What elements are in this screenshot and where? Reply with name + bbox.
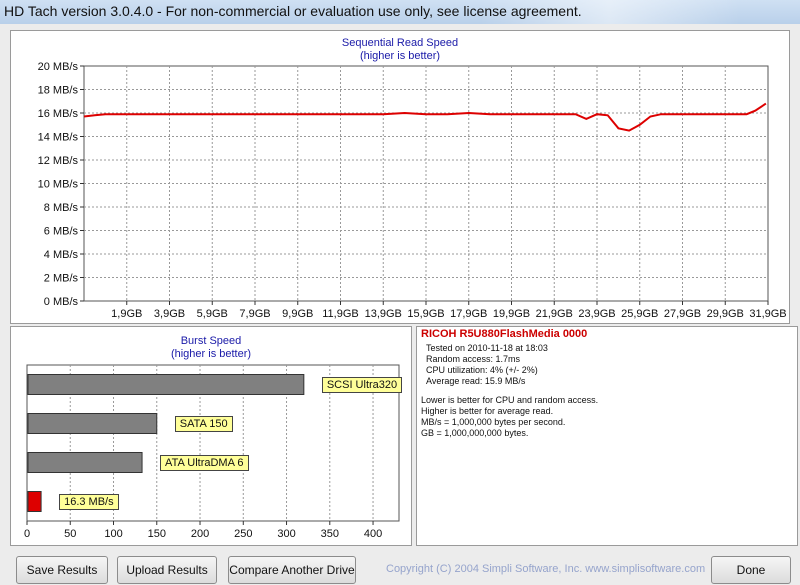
- x-tick-label: 3,9GB: [154, 308, 185, 320]
- note-mbs-def: MB/s = 1,000,000 bytes per second.: [421, 417, 566, 427]
- x-tick-label: 23,9GB: [578, 308, 615, 320]
- x-tick-label: 17,9GB: [450, 308, 487, 320]
- burst-bar-label: 16.3 MB/s: [59, 493, 119, 510]
- x-tick-label: 9,9GB: [282, 308, 313, 320]
- y-tick-label: 2 MB/s: [44, 273, 79, 285]
- burst-x-tick-label: 100: [104, 528, 122, 540]
- burst-speed-chart: 0 50 100 150 200 250 300 350 400: [24, 364, 400, 540]
- random-access: Random access: 1.7ms: [426, 354, 521, 364]
- burst-bar: [27, 374, 305, 395]
- x-tick-label: 13,9GB: [365, 308, 402, 320]
- y-tick-label: 20 MB/s: [38, 61, 79, 73]
- compare-drive-button[interactable]: Compare Another Drive: [228, 556, 356, 584]
- main-window: Sequential Read Speed (higher is better)…: [0, 24, 800, 585]
- y-tick-label: 4 MB/s: [44, 249, 79, 261]
- burst-x-tick-label: 300: [277, 528, 295, 540]
- burst-x-tick-label: 400: [364, 528, 382, 540]
- burst-x-tick-label: 200: [191, 528, 209, 540]
- done-button[interactable]: Done: [711, 556, 791, 584]
- y-tick-label: 8 MB/s: [44, 202, 79, 214]
- read-speed-line: [83, 102, 767, 132]
- copyright-text: Copyright (C) 2004 Simpli Software, Inc.…: [386, 563, 706, 575]
- title-bar-glare: [480, 0, 740, 24]
- x-tick-label: 15,9GB: [407, 308, 444, 320]
- burst-bar-label: SCSI Ultra320: [321, 376, 403, 393]
- y-tick-label: 14 MB/s: [38, 132, 79, 144]
- y-tick-label: 6 MB/s: [44, 226, 79, 238]
- burst-chart-title: Burst Speed: [180, 335, 242, 347]
- cpu-utilization: CPU utilization: 4% (+/- 2%): [426, 365, 538, 375]
- burst-bar: [27, 413, 158, 434]
- y-tick-label: 18 MB/s: [38, 85, 79, 97]
- burst-x-tick-label: 250: [234, 528, 252, 540]
- burst-bar: [27, 452, 143, 473]
- y-tick-label: 16 MB/s: [38, 108, 79, 120]
- drive-info-panel: RICOH R5U880FlashMedia 0000 Tested on 20…: [416, 326, 798, 546]
- x-tick-label: 1,9GB: [111, 308, 142, 320]
- x-tick-label: 27,9GB: [664, 308, 701, 320]
- x-tick-label: 29,9GB: [707, 308, 744, 320]
- x-tick-label: 5,9GB: [197, 308, 228, 320]
- burst-x-tick-label: 150: [148, 528, 166, 540]
- y-tick-label: 10 MB/s: [38, 179, 79, 191]
- save-results-button[interactable]: Save Results: [16, 556, 108, 584]
- burst-x-tick-label: 0: [24, 528, 30, 540]
- seq-chart-title: Sequential Read Speed: [341, 37, 459, 49]
- x-tick-label: 25,9GB: [621, 308, 658, 320]
- x-tick-label: 19,9GB: [493, 308, 530, 320]
- seq-chart-subtitle: (higher is better): [359, 50, 441, 62]
- note-lower-better: Lower is better for CPU and random acces…: [421, 395, 599, 405]
- note-higher-better: Higher is better for average read.: [421, 406, 554, 416]
- burst-bar-label: SATA 150: [174, 415, 233, 432]
- burst-chart-subtitle: (higher is better): [170, 348, 252, 360]
- sequential-read-chart: 0 MB/s 2 MB/s 4 MB/s 6 MB/s 8 MB/s 10 MB/s 12 …: [38, 61, 787, 320]
- burst-x-tick-label: 50: [64, 528, 76, 540]
- x-tick-label: 21,9GB: [536, 308, 573, 320]
- note-gb-def: GB = 1,000,000,000 bytes.: [421, 428, 529, 438]
- burst-bar-label: ATA UltraDMA 6: [160, 454, 249, 471]
- test-date: Tested on 2010-11-18 at 18:03: [426, 343, 548, 353]
- sequential-read-panel: Sequential Read Speed (higher is better)…: [10, 30, 790, 324]
- drive-name: RICOH R5U880FlashMedia 0000: [421, 328, 588, 340]
- title-bar: HD Tach version 3.0.4.0 - For non-commer…: [0, 0, 800, 24]
- y-tick-label: 12 MB/s: [38, 155, 79, 167]
- x-tick-label: 11,9GB: [322, 308, 359, 320]
- x-tick-label: 31,9GB: [749, 308, 786, 320]
- x-tick-label: 7,9GB: [239, 308, 270, 320]
- window-title: HD Tach version 3.0.4.0 - For non-commer…: [4, 3, 582, 19]
- burst-x-tick-label: 350: [321, 528, 339, 540]
- average-read: Average read: 15.9 MB/s: [426, 376, 526, 386]
- burst-speed-panel: Burst Speed (higher is better) 0 50 100 150…: [10, 326, 412, 546]
- upload-results-button[interactable]: Upload Results: [117, 556, 217, 584]
- burst-bar: [27, 491, 42, 512]
- y-tick-label: 0 MB/s: [44, 296, 79, 308]
